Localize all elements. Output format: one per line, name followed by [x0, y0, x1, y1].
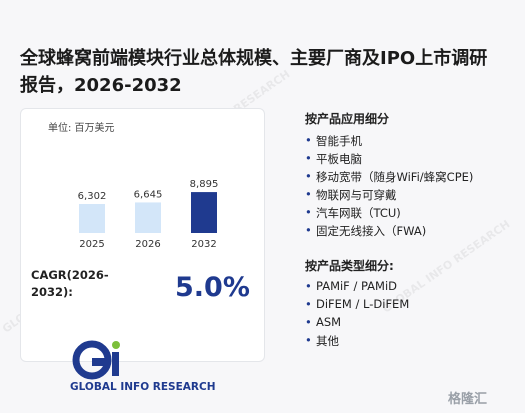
category-label: 2032: [191, 239, 216, 250]
bar: [191, 192, 217, 233]
list-item: 物联网与可穿戴: [305, 187, 396, 203]
section-heading: 按产品类型细分:: [305, 259, 394, 273]
list-item: 其他: [305, 333, 339, 349]
logo: GLOBAL INFO RESEARCH: [70, 340, 215, 393]
category-label: 2026: [135, 239, 160, 250]
chart-card: 单位: 百万美元 CAGR(2026- 2032): 5.0% 6,302 202…: [20, 108, 265, 362]
list-item: ASM: [305, 315, 341, 329]
logo-mark: [112, 341, 120, 349]
unit: 单位: 百万美元: [48, 121, 115, 134]
list-item: 移动宽带（随身WiFi/蜂窝CPE): [305, 169, 473, 185]
cagr-value: 5.0%: [175, 272, 250, 303]
section-heading: 按产品应用细分: [305, 112, 390, 126]
cagr-label: 2032):: [31, 285, 73, 299]
title-line-1: 全球蜂窝前端模块行业总体规模、主要厂商及IPO上市调研: [20, 48, 488, 69]
list-item: 平板电脑: [305, 151, 362, 167]
list-item: 智能手机: [305, 133, 362, 149]
bar: [79, 204, 105, 233]
logo-text: GLOBAL INFO RESEARCH: [70, 381, 215, 393]
cagr-label: CAGR(2026-: [31, 268, 109, 282]
value-label: 6,645: [134, 189, 163, 200]
bar: [135, 202, 161, 233]
list-item: 汽车网联（TCU): [305, 205, 401, 221]
source-logo: 格隆汇: [448, 392, 488, 407]
list-item: DiFEM / L-DiFEM: [305, 297, 409, 311]
list-item: 固定无线接入（FWA): [305, 223, 426, 239]
value-label: 6,302: [78, 191, 107, 202]
value-label: 8,895: [190, 179, 219, 190]
chart: 单位: 百万美元 CAGR(2026- 2032): 5.0% 6,302 202…: [31, 121, 250, 303]
logo-mark: [92, 358, 108, 366]
title-line-2: 报告，2026-2032: [20, 75, 182, 96]
logo-mark: [112, 352, 119, 376]
list-item: PAMiF / PAMiD: [305, 279, 397, 293]
category-label: 2025: [79, 239, 104, 250]
